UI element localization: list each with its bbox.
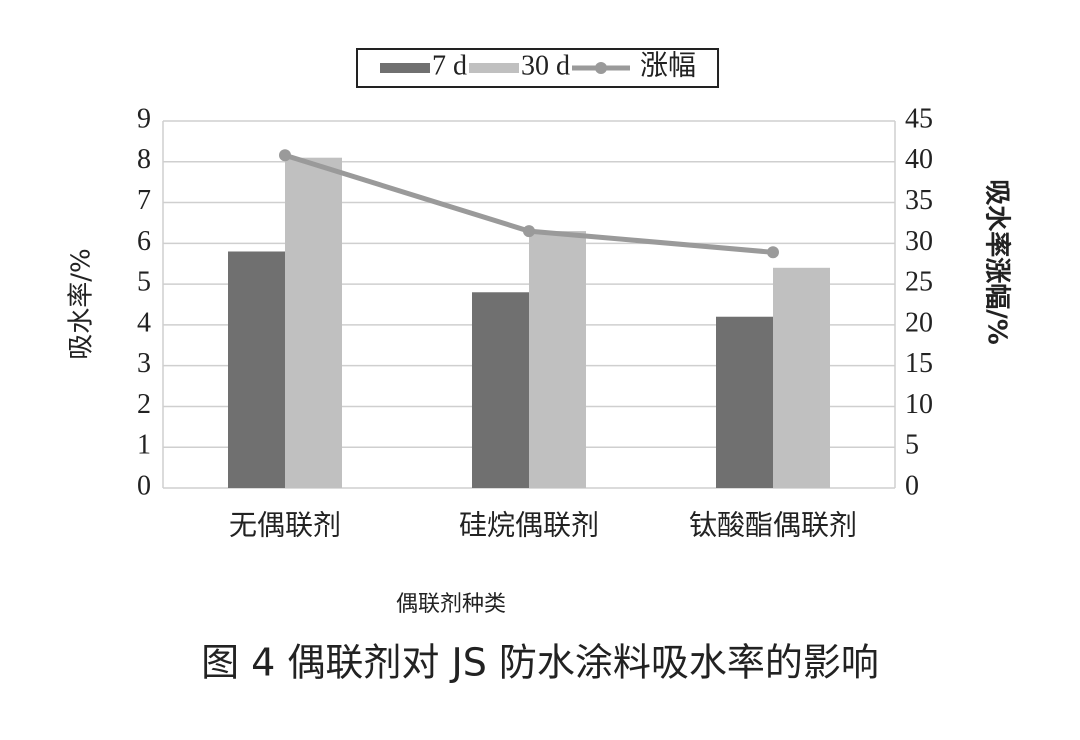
bar [228,251,285,488]
y2-tick-label: 15 [905,348,933,379]
x-axis-label: 偶联剂种类 [396,592,506,617]
y-tick-label: 8 [137,144,151,175]
x-tick-label: 无偶联剂 [229,509,341,541]
y2-tick-label: 0 [905,470,919,501]
y-tick-label: 9 [137,103,151,134]
y-tick-label: 2 [137,389,151,420]
legend-label: 涨幅 [640,49,696,81]
y2-tick-label: 40 [905,144,933,175]
bar [773,267,830,488]
y2-tick-label: 25 [905,267,933,298]
legend-swatch [380,63,430,73]
y-tick-label: 5 [137,267,151,298]
y-tick-label: 4 [137,307,151,338]
y-tick-label: 0 [137,470,151,501]
y2-tick-label: 20 [905,307,933,338]
y-tick-label: 3 [137,348,151,379]
bar [716,316,773,488]
y-tick-label: 7 [137,185,151,216]
y2-axis-label: 吸水率涨幅/% [982,179,1013,345]
line-marker [279,149,291,162]
y-axis-label: 吸水率/% [67,248,97,359]
bar [472,292,529,488]
y2-tick-label: 35 [905,185,933,216]
y2-tick-label: 10 [905,389,933,420]
legend-swatch [469,63,519,73]
x-tick-label: 硅烷偶联剂 [459,509,599,541]
y2-tick-label: 45 [905,103,933,134]
y2-tick-label: 30 [905,226,933,257]
legend-swatch [595,62,607,74]
bar [529,231,586,488]
x-tick-label: 钛酸酯偶联剂 [689,509,857,541]
bar [285,157,342,488]
y-tick-label: 1 [137,430,151,461]
line-marker [523,225,535,238]
legend-label: 30 d [521,50,570,81]
y2-tick-label: 5 [905,430,919,461]
caption: 图 4 偶联剂对 JS 防水涂料吸水率的影响 [201,641,879,685]
y-tick-label: 6 [137,226,151,257]
line-marker [767,246,779,259]
legend-box [356,48,720,88]
legend-label: 7 d [432,50,467,81]
